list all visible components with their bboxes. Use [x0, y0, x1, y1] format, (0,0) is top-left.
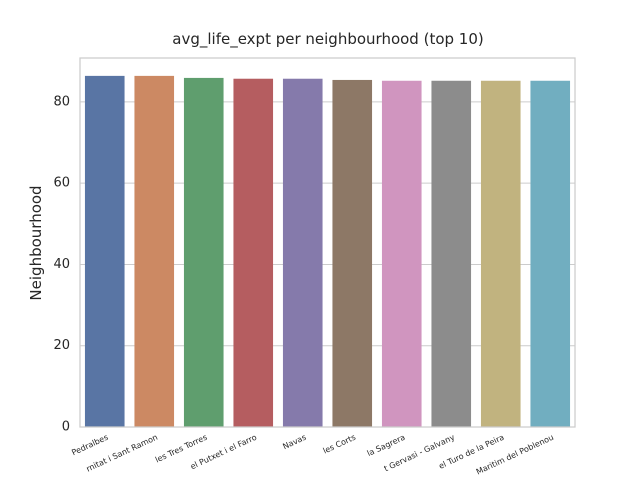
y-tick-label: 80: [53, 94, 70, 109]
bar: [381, 80, 422, 428]
y-tick-label: 0: [62, 420, 70, 435]
x-tick-label: Navas: [281, 433, 307, 452]
bar: [530, 80, 571, 428]
bar: [282, 78, 323, 427]
bar: [84, 75, 125, 428]
chart-title: avg_life_expt per neighbourhood (top 10): [172, 30, 483, 49]
bar: [431, 80, 472, 428]
y-axis-label: Neighbourhood: [27, 185, 45, 300]
y-tick-label: 20: [53, 338, 70, 353]
bar: [480, 80, 521, 428]
bar: [183, 77, 224, 427]
x-tick-label: la Sagrera: [366, 433, 407, 459]
y-tick-label: 60: [53, 176, 70, 191]
bar: [233, 78, 274, 427]
x-tick-label: Pedralbes: [70, 433, 109, 458]
bar: [332, 79, 373, 427]
plot-frame: [79, 57, 576, 428]
y-tick-label: 40: [53, 257, 70, 272]
bar: [134, 75, 175, 428]
x-tick-label: les Corts: [322, 433, 357, 456]
